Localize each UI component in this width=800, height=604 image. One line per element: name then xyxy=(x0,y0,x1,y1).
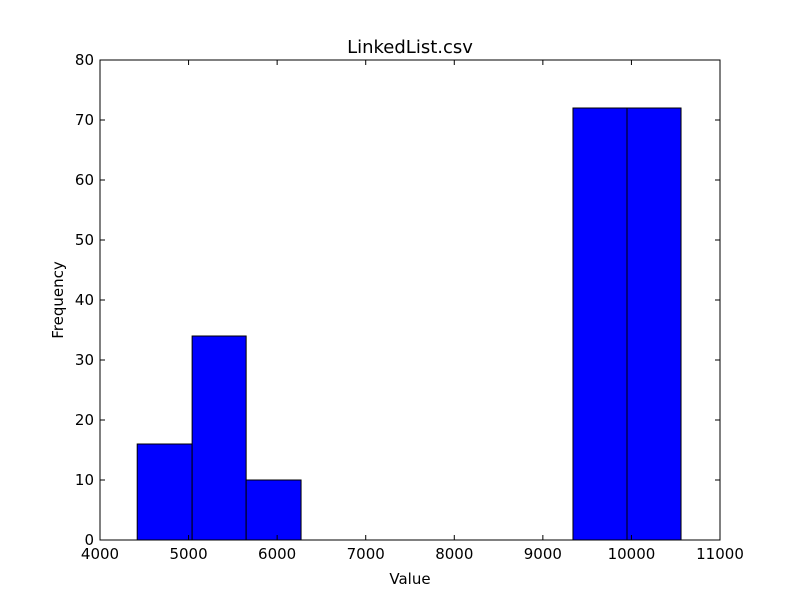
y-tick-label-3: 30 xyxy=(75,351,94,369)
bars-group xyxy=(136,107,682,541)
ticks-group: 4000 5000 6000 7000 8000 9000 10000 11000 0 10 20 3… xyxy=(75,51,744,563)
y-tick-label-0: 0 xyxy=(84,531,94,549)
x-tick-label-6: 10000 xyxy=(608,545,656,563)
x-axis-label: Value xyxy=(389,570,430,588)
y-tick-label-4: 40 xyxy=(75,291,94,309)
histogram-bar-2 xyxy=(245,479,302,541)
y-axis-label: Frequency xyxy=(49,261,67,339)
y-tick-label-1: 10 xyxy=(75,471,94,489)
y-tick-label-7: 70 xyxy=(75,111,94,129)
chart-title: LinkedList.csv xyxy=(347,37,473,58)
y-tick-label-5: 50 xyxy=(75,231,94,249)
x-tick-label-3: 7000 xyxy=(347,545,385,563)
y-tick-label-6: 60 xyxy=(75,171,94,189)
histogram-bar-0 xyxy=(136,443,193,541)
histogram-bar-8 xyxy=(572,107,628,541)
histogram-bar-1 xyxy=(191,335,247,541)
x-tick-label-0: 4000 xyxy=(81,545,119,563)
x-tick-label-4: 8000 xyxy=(435,545,473,563)
x-tick-label-1: 5000 xyxy=(169,545,207,563)
x-tick-label-2: 6000 xyxy=(258,545,296,563)
x-tick-label-5: 9000 xyxy=(524,545,562,563)
histogram-bar-9 xyxy=(626,107,682,541)
y-tick-label-2: 20 xyxy=(75,411,94,429)
plot-frame xyxy=(99,59,721,541)
x-tick-label-7: 11000 xyxy=(696,545,744,563)
y-tick-label-8: 80 xyxy=(75,51,94,69)
